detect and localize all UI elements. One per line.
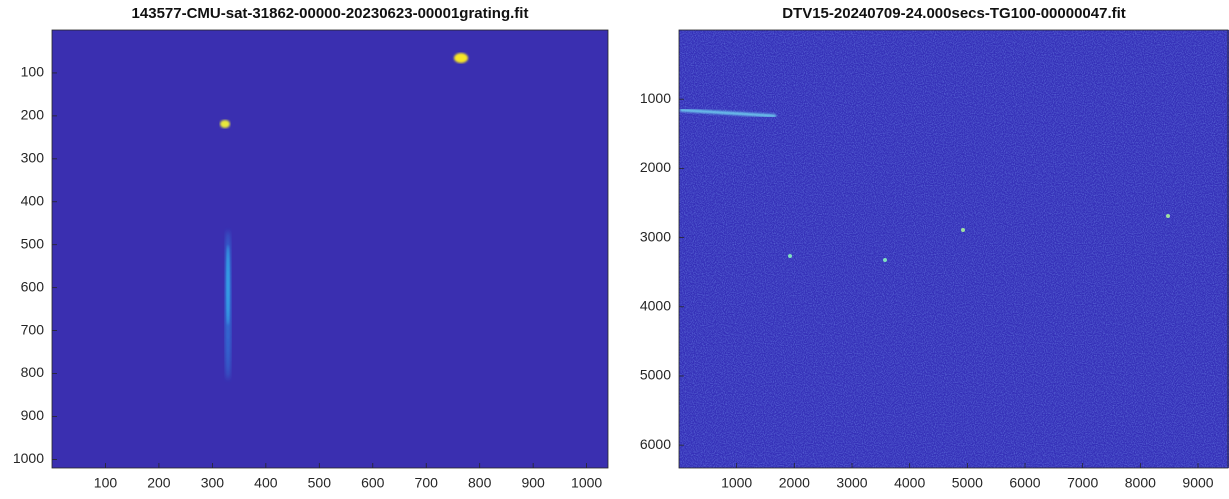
x-tick-label: 3000 — [836, 475, 867, 491]
x-tick-label: 800 — [468, 475, 492, 491]
y-tick-label: 200 — [21, 107, 45, 123]
axes-frame — [678, 29, 1229, 469]
y-tick-label: 5000 — [640, 367, 671, 383]
x-tick-label: 200 — [147, 475, 171, 491]
x-tick-label: 900 — [521, 475, 545, 491]
star — [454, 53, 468, 63]
star — [1166, 214, 1170, 218]
x-tick-label: 300 — [201, 475, 225, 491]
x-tick-label: 6000 — [1009, 475, 1040, 491]
x-tick-label: 1000 — [721, 475, 752, 491]
y-tick-label: 400 — [21, 192, 45, 208]
y-tick-label: 900 — [21, 407, 45, 423]
y-tick-label: 1000 — [640, 90, 671, 106]
star — [883, 258, 887, 262]
x-tick-label: 600 — [361, 475, 385, 491]
y-tick-label: 4000 — [640, 297, 671, 313]
y-tick-label: 800 — [21, 364, 45, 380]
x-tick-label: 1000 — [571, 475, 602, 491]
x-tick-label: 4000 — [894, 475, 925, 491]
y-tick-label: 300 — [21, 150, 45, 166]
y-tick-label: 3000 — [640, 228, 671, 244]
satellite-trail — [679, 108, 777, 118]
x-tick-label: 7000 — [1067, 475, 1098, 491]
y-tick-label: 100 — [21, 64, 45, 80]
image-background — [52, 30, 608, 468]
image-panel-left: 143577-CMU-sat-31862-00000-20230623-0000… — [51, 5, 767, 469]
x-tick-label: 9000 — [1182, 475, 1213, 491]
x-tick-label: 400 — [254, 475, 278, 491]
image-noise — [679, 30, 1229, 468]
spectrum-streak — [226, 245, 230, 325]
x-tick-label: 700 — [415, 475, 439, 491]
star — [220, 120, 230, 128]
image-panel-right: DTV15-20240709-24.000secs-TG100-00000047… — [678, 5, 1229, 469]
axes-frame — [51, 29, 609, 469]
chart-title: DTV15-20240709-24.000secs-TG100-00000047… — [782, 5, 1126, 22]
y-tick-label: 500 — [21, 235, 45, 251]
x-tick-label: 2000 — [779, 475, 810, 491]
y-tick-label: 1000 — [13, 450, 44, 466]
chart-title: 143577-CMU-sat-31862-00000-20230623-0000… — [132, 5, 529, 22]
x-tick-label: 5000 — [952, 475, 983, 491]
x-tick-label: 100 — [94, 475, 118, 491]
x-tick-label: 8000 — [1125, 475, 1156, 491]
x-tick-label: 500 — [308, 475, 332, 491]
y-tick-label: 600 — [21, 278, 45, 294]
y-tick-label: 2000 — [640, 159, 671, 175]
y-tick-label: 700 — [21, 321, 45, 337]
star — [788, 254, 792, 258]
star — [961, 228, 965, 232]
y-tick-label: 6000 — [640, 436, 671, 452]
